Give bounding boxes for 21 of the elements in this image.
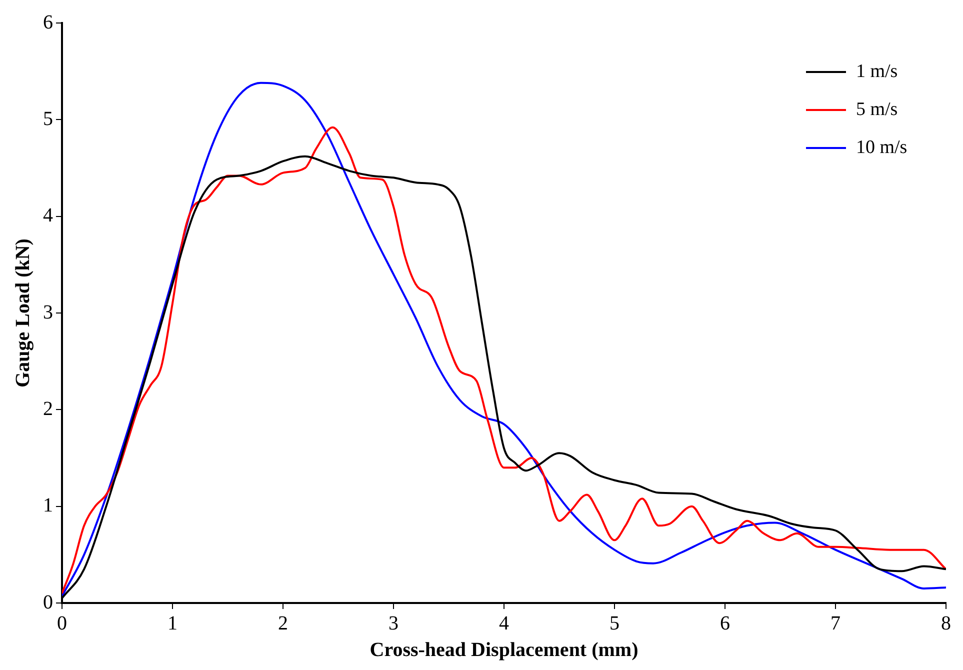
y-tick-label: 6 xyxy=(43,11,53,34)
x-tick-label: 0 xyxy=(57,612,67,634)
y-tick-label: 0 xyxy=(43,591,53,614)
y-tick-label: 3 xyxy=(43,301,53,324)
legend-label: 10 m/s xyxy=(856,136,908,158)
legend-label: 1 m/s xyxy=(856,60,898,82)
x-tick-label: 7 xyxy=(830,612,840,634)
y-axis-title: Gauge Load (kN) xyxy=(12,238,34,388)
x-tick-label: 4 xyxy=(499,612,509,634)
x-tick-label: 5 xyxy=(610,612,620,634)
x-tick-label: 3 xyxy=(388,612,398,634)
x-tick-label: 1 xyxy=(168,612,178,634)
y-tick-label: 5 xyxy=(43,108,53,130)
y-tick-label: 1 xyxy=(43,494,53,517)
x-tick-label: 2 xyxy=(278,612,288,634)
y-tick-label: 4 xyxy=(43,204,53,227)
x-tick-label: 8 xyxy=(941,612,951,634)
x-tick-label: 6 xyxy=(720,612,730,634)
legend-label: 5 m/s xyxy=(856,98,898,120)
y-tick-label: 2 xyxy=(43,398,53,420)
x-axis-title: Cross-head Displacement (mm) xyxy=(370,639,638,662)
